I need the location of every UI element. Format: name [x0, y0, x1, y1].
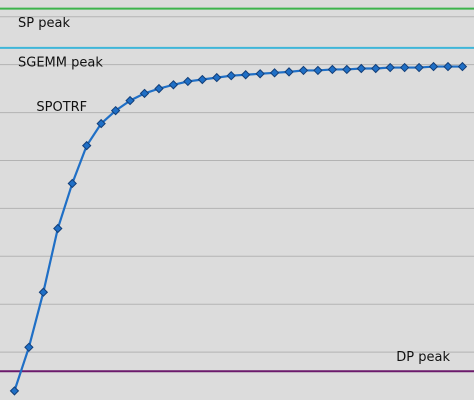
data-point [125, 95, 135, 106]
data-point [371, 63, 381, 74]
data-point [428, 61, 439, 72]
data-point [269, 68, 280, 78]
data-point [399, 62, 410, 73]
data-point [110, 105, 121, 116]
data-point [154, 83, 164, 94]
data-point [385, 62, 395, 73]
data-point [139, 88, 150, 99]
data-point [313, 65, 323, 76]
reference-label: SP peak [18, 16, 70, 31]
data-point [298, 65, 309, 76]
data-point [168, 80, 179, 90]
data-point [356, 63, 366, 74]
data-point [24, 342, 34, 353]
data-point [53, 223, 63, 234]
data-point [327, 64, 338, 75]
data-point [255, 69, 265, 79]
data-point [240, 70, 251, 80]
data-point [82, 140, 92, 151]
reference-label: SGEMM peak [18, 55, 103, 70]
data-point [9, 386, 20, 396]
data-point [67, 178, 77, 189]
data-point [183, 76, 193, 87]
data-point [414, 62, 424, 73]
series-label: SPOTRF [36, 100, 87, 115]
data-point [342, 64, 352, 75]
data-point [96, 118, 106, 129]
data-point [197, 74, 208, 85]
data-point [38, 287, 49, 297]
data-point [284, 67, 294, 77]
data-point [226, 70, 236, 81]
reference-label: DP peak [396, 350, 450, 365]
data-point [457, 61, 468, 72]
data-point [443, 61, 453, 72]
data-point [212, 72, 222, 83]
